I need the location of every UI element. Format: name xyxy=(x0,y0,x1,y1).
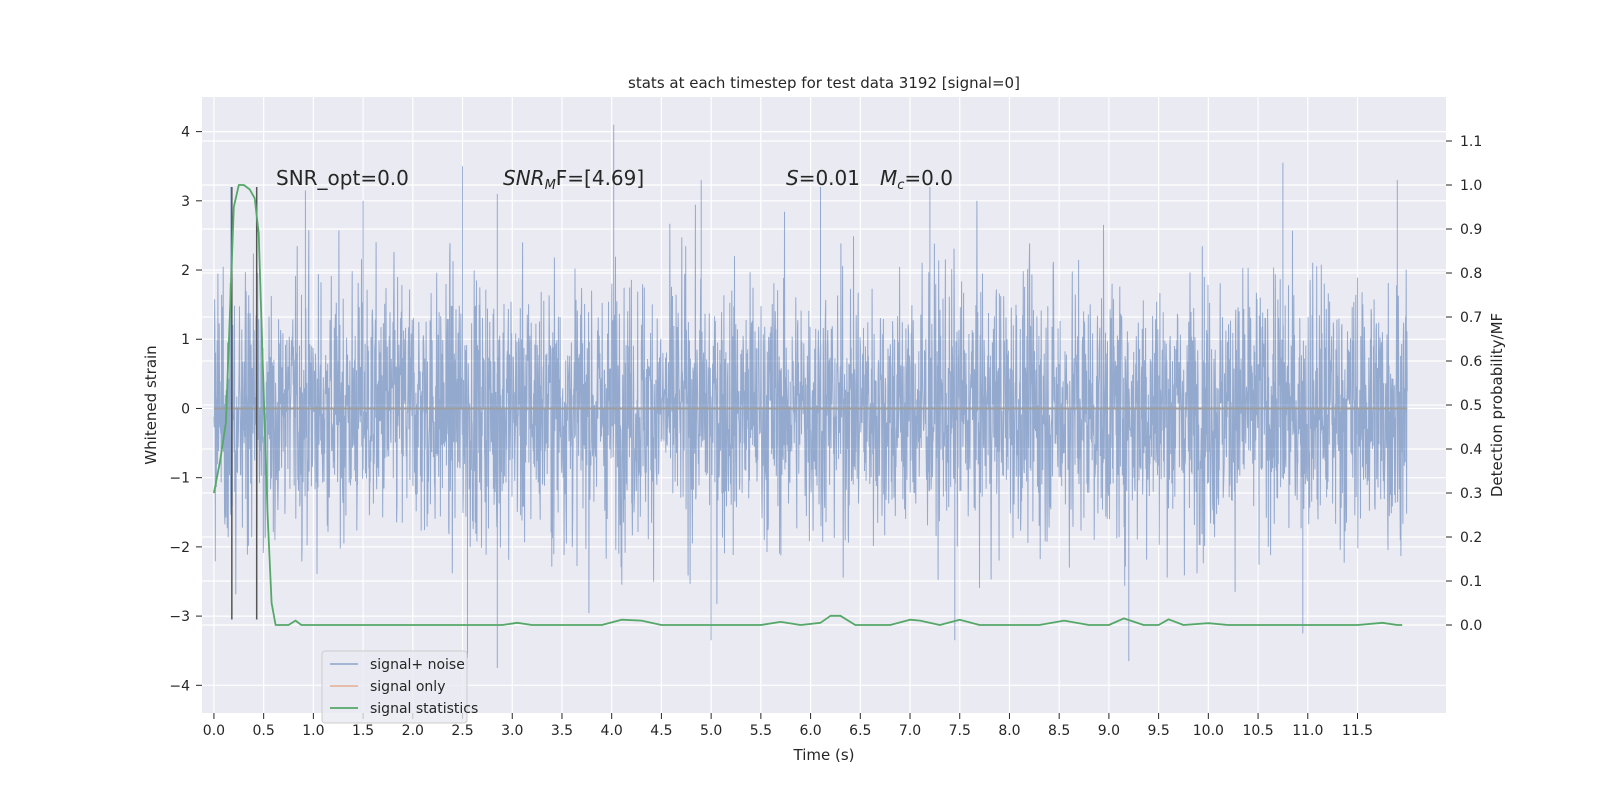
y-right-tick-label-0: 0.0 xyxy=(1460,618,1482,634)
line-signal-statistics xyxy=(213,184,1403,626)
series-signal-statistics xyxy=(213,184,1403,626)
annotation-stat-mc-rest: =0.0 xyxy=(904,166,953,190)
x-tick-label-17: 8.5 xyxy=(1048,723,1070,739)
y-right-tick-label-4: 0.4 xyxy=(1460,442,1482,458)
x-tick-label-15: 7.5 xyxy=(949,723,971,739)
y-tick-label-4: 0 xyxy=(181,401,190,417)
y-right-tick-label-11: 1.1 xyxy=(1460,134,1482,150)
legend-item-signal-only: signal only xyxy=(330,679,445,695)
x-tick-label-10: 5.0 xyxy=(700,723,722,739)
x-tick-label-2: 1.0 xyxy=(302,723,324,739)
series-signal-noise xyxy=(213,124,1408,668)
x-tick-label-23: 11.5 xyxy=(1342,723,1373,739)
y-right-tick-label-1: 0.1 xyxy=(1460,574,1482,590)
x-tick-label-14: 7.0 xyxy=(899,723,921,739)
x-tick-label-12: 6.0 xyxy=(799,723,821,739)
legend-label-signal-only: signal only xyxy=(370,679,445,695)
y-tick-label-8: 4 xyxy=(181,125,190,141)
legend-item-signal-statistics: signal statistics xyxy=(330,701,478,717)
y-right-tick-label-3: 0.3 xyxy=(1460,486,1482,502)
annotations: SNR_opt=0.0 SNRMF=[4.69] S=0.01 Mc=0.0 xyxy=(276,166,953,193)
x-tick-label-16: 8.0 xyxy=(998,723,1020,739)
y-right-tick-label-2: 0.2 xyxy=(1460,530,1482,546)
annotation-stat-mc-sub: c xyxy=(897,178,904,193)
x-tick-label-20: 10.0 xyxy=(1193,723,1224,739)
annotation-snr-mf-rest: F=[4.69] xyxy=(556,166,644,190)
y-tick-label-7: 3 xyxy=(181,194,190,210)
x-tick-label-13: 6.5 xyxy=(849,723,871,739)
y-right-tick-label-9: 0.9 xyxy=(1460,222,1482,238)
y-axis-label: Whitened strain xyxy=(142,345,160,464)
x-axis: 0.0 0.5 1.0 1.5 2.0 2.5 3.0 3.5 4.0 4.5 5.0 5.5 6.0 6… xyxy=(203,713,1373,739)
legend-label-signal-statistics: signal statistics xyxy=(370,701,478,717)
x-tick-label-4: 2.0 xyxy=(402,723,424,739)
y-tick-label-3: −1 xyxy=(169,471,190,487)
x-tick-label-22: 11.0 xyxy=(1292,723,1323,739)
x-tick-label-6: 3.0 xyxy=(501,723,523,739)
chart-title: stats at each timestep for test data 319… xyxy=(628,74,1020,92)
annotation-snr-opt-text: SNR_opt=0.0 xyxy=(276,166,409,190)
y-axis-right-label: Detection probability/MF xyxy=(1488,313,1506,497)
annotation-snr-mf-base: SNR xyxy=(503,166,545,190)
x-tick-label-8: 4.0 xyxy=(601,723,623,739)
x-tick-label-1: 0.5 xyxy=(253,723,275,739)
y-right-tick-label-7: 0.7 xyxy=(1460,310,1482,326)
y-right-tick-label-5: 0.5 xyxy=(1460,398,1482,414)
annotation-stat-s-rest: =0.01 xyxy=(799,166,860,190)
x-tick-label-7: 3.5 xyxy=(551,723,573,739)
annotation-stat-s: S=0.01 xyxy=(786,166,860,190)
annotation-snr-mf-sub: M xyxy=(545,178,556,193)
annotation-snr-mf: SNRMF=[4.69] xyxy=(503,166,644,193)
annotation-stat-mc-base: M xyxy=(880,166,897,190)
x-tick-label-19: 9.5 xyxy=(1147,723,1169,739)
line-signal-noise xyxy=(213,124,1408,668)
legend-box xyxy=(321,650,468,724)
legend: signal+ noise signal only signal statist… xyxy=(321,650,478,724)
y-tick-label-5: 1 xyxy=(181,332,190,348)
x-tick-label-5: 2.5 xyxy=(451,723,473,739)
x-axis-label: Time (s) xyxy=(793,746,855,764)
annotation-snr-opt: SNR_opt=0.0 xyxy=(276,166,409,190)
x-tick-label-21: 10.5 xyxy=(1242,723,1273,739)
y-axis-left: −4 −3 −2 −1 0 1 2 3 4 xyxy=(169,125,202,694)
legend-label-signal-noise: signal+ noise xyxy=(370,657,465,673)
x-tick-label-3: 1.5 xyxy=(352,723,374,739)
x-tick-label-11: 5.5 xyxy=(750,723,772,739)
y-right-tick-label-6: 0.6 xyxy=(1460,354,1482,370)
annotation-stat-s-italic: S xyxy=(786,166,799,190)
y-axis-right: 0.0 0.1 0.2 0.3 0.4 0.5 0.6 0.7 0.8 0.9 1.0 1.1 xyxy=(1446,134,1482,634)
x-tick-label-0: 0.0 xyxy=(203,723,225,739)
legend-item-signal-noise: signal+ noise xyxy=(330,657,465,673)
y-tick-label-6: 2 xyxy=(181,263,190,279)
x-tick-label-9: 4.5 xyxy=(650,723,672,739)
y-tick-label-0: −4 xyxy=(169,678,190,694)
y-tick-label-1: −3 xyxy=(169,609,190,625)
x-tick-label-18: 9.0 xyxy=(1098,723,1120,739)
annotation-stat-mc: Mc=0.0 xyxy=(880,166,953,193)
y-tick-label-2: −2 xyxy=(169,540,190,556)
y-right-tick-label-8: 0.8 xyxy=(1460,266,1482,282)
y-right-tick-label-10: 1.0 xyxy=(1460,178,1482,194)
